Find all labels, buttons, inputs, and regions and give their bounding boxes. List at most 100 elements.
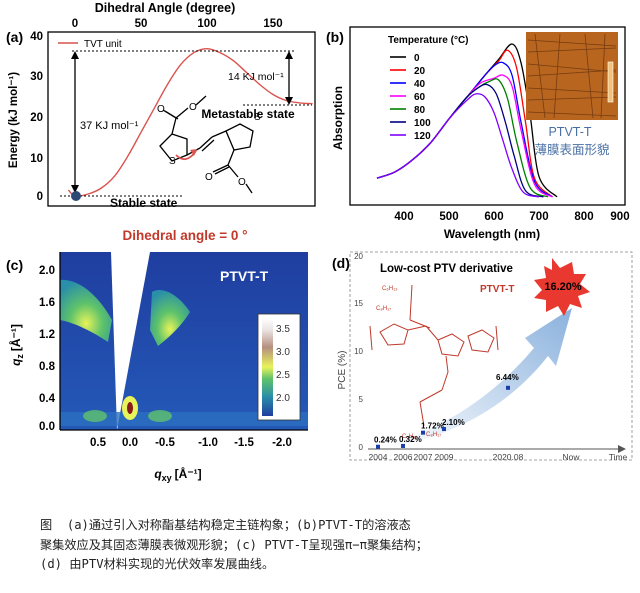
panel-d-y-ticks: 0 5 10 15 20 bbox=[354, 252, 363, 452]
giwaxs-left-lobe bbox=[60, 279, 112, 342]
y-tick: 30 bbox=[30, 71, 43, 83]
legend-entry: 0 bbox=[414, 53, 420, 64]
panel-b: (b) Absorption 400 500 600 700 800 900 W… bbox=[326, 26, 630, 241]
arrowhead bbox=[71, 185, 79, 193]
giwaxs-scatter-peak bbox=[148, 410, 172, 422]
x-tick: 400 bbox=[394, 211, 413, 223]
colorbar bbox=[262, 318, 273, 416]
top-tick: 0 bbox=[72, 18, 78, 30]
panel-c-x-ticks: 0.5 0.0 -0.5 -1.0 -1.5 -2.0 bbox=[90, 437, 292, 449]
giwaxs-white-wedge bbox=[111, 252, 150, 430]
y-tick: 40 bbox=[30, 31, 43, 43]
giwaxs-scatter-peak bbox=[127, 402, 133, 414]
panel-a-y-title: Energy (kJ mol⁻¹) bbox=[8, 72, 20, 168]
arrowhead bbox=[285, 51, 293, 59]
panel-d-y-title: PCE (%) bbox=[337, 351, 348, 390]
stable-point-marker bbox=[71, 191, 81, 201]
panel-b-x-title: Wavelength (nm) bbox=[444, 227, 540, 241]
legend-title: Temperature (°C) bbox=[388, 35, 469, 46]
legend-entry: 80 bbox=[414, 105, 426, 116]
pce-point-label: 6.44% bbox=[496, 373, 519, 382]
top-tick: 150 bbox=[263, 18, 282, 30]
arrowhead bbox=[71, 51, 79, 59]
legend-entry: 60 bbox=[414, 92, 426, 103]
legend-entry: 40 bbox=[414, 79, 426, 90]
colorbar-tick: 3.0 bbox=[276, 347, 290, 358]
svg-text:O: O bbox=[205, 172, 213, 183]
pce-point bbox=[506, 385, 510, 390]
pce-point bbox=[442, 427, 446, 432]
colorbar-tick: 2.5 bbox=[276, 370, 290, 381]
panel-d: (d) PCE (%) 0 5 10 15 20 Low-cost PTV de… bbox=[332, 251, 633, 462]
giwaxs-bottom-band bbox=[60, 412, 308, 426]
panel-c-y-title: qz [Å⁻¹] bbox=[8, 324, 25, 366]
legend-label: TVT unit bbox=[84, 39, 122, 50]
y-tick: 0.8 bbox=[39, 361, 56, 373]
ptvt-t-structure bbox=[369, 284, 499, 427]
top-tick: 100 bbox=[197, 18, 216, 30]
x-tick: 800 bbox=[574, 211, 593, 223]
panel-a-top-axis-title: Dihedral Angle (degree) bbox=[95, 1, 236, 15]
x-tick: 2006 bbox=[394, 452, 413, 462]
panel-c-x-title: qxy [Å⁻¹] bbox=[154, 466, 201, 483]
panel-c-y-ticks: 2.0 1.6 1.2 0.8 0.4 0.0 bbox=[39, 265, 56, 433]
x-tick: -1.0 bbox=[198, 437, 218, 449]
y-title-sub: z bbox=[15, 354, 25, 359]
giwaxs-sample-name: PTVT-T bbox=[220, 268, 269, 284]
svg-text:O: O bbox=[238, 177, 246, 188]
y-tick: 0.4 bbox=[39, 393, 56, 405]
svg-text:C₈H₁₇: C₈H₁₇ bbox=[376, 306, 391, 312]
record-burst bbox=[534, 258, 590, 316]
x-tick: -2.0 bbox=[272, 437, 292, 449]
x-tick: 2004 bbox=[369, 452, 388, 462]
svg-text:C₆H₁₃: C₆H₁₃ bbox=[382, 286, 398, 292]
giwaxs-scatter-peak bbox=[83, 410, 107, 422]
afm-inset-caption: 薄膜表面形貌 bbox=[534, 142, 610, 157]
absorption-curves bbox=[376, 43, 558, 198]
giwaxs-right-lobe bbox=[150, 290, 190, 346]
panel-d-x-ticks: 2004 2006 2007 2009 2020.08 Now Time bbox=[369, 452, 628, 462]
figure-caption: 图 (a)通过引入对称酯基结构稳定主链构象；(b)PTVT-T的溶液态聚集效应及… bbox=[40, 516, 630, 575]
y-tick: 1.2 bbox=[39, 329, 55, 341]
x-tick: 600 bbox=[484, 211, 503, 223]
top-tick: 50 bbox=[135, 18, 148, 30]
x-tick: 0.0 bbox=[122, 437, 138, 449]
y-tick: 0 bbox=[359, 443, 364, 452]
rotation-arrowhead bbox=[190, 149, 197, 156]
panel-a-label: (a) bbox=[6, 29, 23, 45]
legend-entry: 100 bbox=[414, 118, 431, 129]
caption-line-1: 图 (a)通过引入对称酯基结构稳定主链构象；(b)PTVT-T的溶液态 bbox=[40, 518, 411, 532]
caption-line-2: 聚集效应及其固态薄膜表微观形貌；(c) PTVT-T呈现强π−π聚集结构； bbox=[40, 537, 428, 552]
svg-text:S: S bbox=[169, 156, 176, 167]
x-tick: 0.5 bbox=[90, 437, 107, 449]
y-tick: 0.0 bbox=[39, 421, 55, 433]
y-title-main: q bbox=[9, 358, 23, 366]
dihedral-note: Dihedral angle = 0 ° bbox=[122, 228, 247, 243]
panel-b-frame bbox=[349, 26, 626, 206]
time-axis-arrowhead bbox=[618, 445, 626, 453]
panel-a-y-ticks: 0 10 20 30 40 bbox=[30, 31, 43, 203]
x-tick: 700 bbox=[529, 211, 548, 223]
colorbar-tick: 2.0 bbox=[276, 393, 290, 404]
panel-d-frame bbox=[349, 251, 633, 461]
x-title-main: q bbox=[154, 467, 162, 481]
pce-point-label: 0.32% bbox=[399, 435, 422, 444]
panel-c-label: (c) bbox=[6, 257, 23, 273]
svg-text:O: O bbox=[157, 104, 165, 115]
polymer-name: PTVT-T bbox=[480, 284, 514, 295]
y-tick: 5 bbox=[359, 395, 364, 404]
panel-a: Dihedral Angle (degree) 0 50 100 150 (a)… bbox=[6, 1, 316, 243]
afm-texture bbox=[527, 33, 617, 119]
y-tick: 10 bbox=[354, 347, 363, 356]
panel-a-frame bbox=[47, 31, 316, 207]
y-tick: 15 bbox=[354, 299, 363, 308]
pce-point bbox=[376, 444, 380, 449]
tvt-molecule-structure: S O O S O O bbox=[157, 95, 261, 194]
x-tick: 2007 bbox=[414, 452, 433, 462]
panel-c: (c) PTVT-T 3.5 3.0 2.5 2.0 2.0 1.6 1.2 0… bbox=[6, 252, 308, 483]
y-title-unit: [Å⁻¹] bbox=[8, 324, 23, 351]
y-tick: 20 bbox=[30, 112, 43, 124]
y-tick: 20 bbox=[354, 252, 363, 261]
svg-text:S: S bbox=[254, 112, 261, 123]
pce-point bbox=[401, 443, 405, 448]
